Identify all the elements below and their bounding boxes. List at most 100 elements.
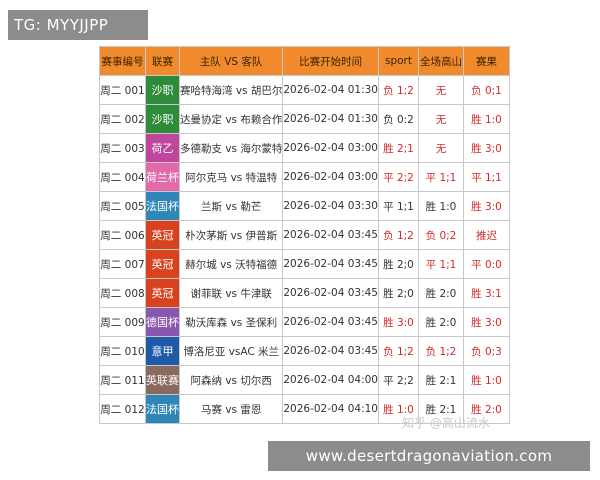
table-row: 周二 005 法国杯 兰斯 vs 勒芒 2026-02-04 03:30 平 1;1 胜 … — [99, 191, 510, 221]
final-result: 胜 3:0 — [462, 191, 510, 221]
match-teams: 阿尔克马 vs 特温特 — [178, 162, 284, 192]
match-number: 周二 001 — [99, 75, 146, 105]
league-badge: 英冠 — [145, 249, 180, 279]
col-header-result: 赛果 — [462, 46, 510, 76]
kickoff-time: 2026-02-04 04:10 — [282, 394, 379, 424]
handicap-result: 胜 2:1 — [417, 365, 464, 395]
table-row: 周二 003 荷乙 多德勒支 vs 海尔蒙特 2026-02-04 03:00 胜 2;… — [99, 133, 510, 163]
sport-score: 负 1;2 — [377, 220, 419, 250]
watermark: 知乎 @高山流水 — [402, 416, 490, 430]
handicap-result: 胜 1:0 — [417, 191, 464, 221]
handicap-result: 平 1;1 — [417, 249, 464, 279]
match-teams: 赛哈特海湾 vs 胡巴尔 — [178, 75, 284, 105]
match-number: 周二 006 — [99, 220, 146, 250]
match-teams: 兰斯 vs 勒芒 — [178, 191, 284, 221]
final-result: 平 0:0 — [462, 249, 510, 279]
match-number: 周二 011 — [99, 365, 146, 395]
sport-score: 负 1;2 — [377, 336, 419, 366]
sport-score: 平 1;1 — [377, 191, 419, 221]
col-header-handicap: 全场高山 — [417, 46, 464, 76]
match-number: 周二 007 — [99, 249, 146, 279]
sport-score: 胜 2;1 — [377, 133, 419, 163]
kickoff-time: 2026-02-04 03:45 — [282, 336, 379, 366]
final-result: 负 0;1 — [462, 75, 510, 105]
match-teams: 多德勒支 vs 海尔蒙特 — [178, 133, 284, 163]
league-badge: 意甲 — [145, 336, 180, 366]
handicap-result: 平 1;1 — [417, 162, 464, 192]
table-row: 周二 012 法国杯 马赛 vs 雷恩 2026-02-04 04:10 胜 1:0 胜 … — [99, 394, 510, 424]
handicap-result: 胜 2:0 — [417, 278, 464, 308]
match-teams: 朴次茅斯 vs 伊普斯 — [178, 220, 284, 250]
table-row: 周二 009 德国杯 勒沃库森 vs 圣保利 2026-02-04 03:45 胜 3:… — [99, 307, 510, 337]
kickoff-time: 2026-02-04 01:30 — [282, 75, 379, 105]
sport-score: 负 0:2 — [377, 104, 419, 134]
kickoff-time: 2026-02-04 03:00 — [282, 133, 379, 163]
table-row: 周二 004 荷兰杯 阿尔克马 vs 特温特 2026-02-04 03:00 平 2;… — [99, 162, 510, 192]
league-badge: 荷乙 — [145, 133, 180, 163]
handicap-result: 胜 2:0 — [417, 307, 464, 337]
kickoff-time: 2026-02-04 03:00 — [282, 162, 379, 192]
col-header-league: 联赛 — [145, 46, 180, 76]
sport-score: 胜 2;0 — [377, 249, 419, 279]
league-badge: 英联赛 — [145, 365, 180, 395]
col-header-num: 赛事编号 — [99, 46, 146, 76]
match-number: 周二 010 — [99, 336, 146, 366]
final-result: 负 0;3 — [462, 336, 510, 366]
match-number: 周二 003 — [99, 133, 146, 163]
table-row: 周二 010 意甲 博洛尼亚 vsAC 米兰 2026-02-04 03:45 负 1;… — [99, 336, 510, 366]
league-badge: 英冠 — [145, 278, 180, 308]
kickoff-time: 2026-02-04 03:45 — [282, 278, 379, 308]
col-header-teams: 主队 VS 客队 — [178, 46, 284, 76]
website-url: www.desertdragonaviation.com — [268, 441, 590, 471]
table-row: 周二 001 沙职 赛哈特海湾 vs 胡巴尔 2026-02-04 01:30 负 1;… — [99, 75, 510, 105]
kickoff-time: 2026-02-04 04:00 — [282, 365, 379, 395]
match-teams: 马赛 vs 雷恩 — [178, 394, 284, 424]
handicap-result: 负 0;2 — [417, 220, 464, 250]
match-number: 周二 002 — [99, 104, 146, 134]
table-row: 周二 007 英冠 赫尔城 vs 沃特福德 2026-02-04 03:45 胜 2;0… — [99, 249, 510, 279]
handicap-result: 无 — [417, 133, 464, 163]
table-row: 周二 006 英冠 朴次茅斯 vs 伊普斯 2026-02-04 03:45 负 1;2… — [99, 220, 510, 250]
table-row: 周二 002 沙职 达曼协定 vs 布赖合作 2026-02-04 01:30 负 0:… — [99, 104, 510, 134]
final-result: 平 1;1 — [462, 162, 510, 192]
kickoff-time: 2026-02-04 03:30 — [282, 191, 379, 221]
col-header-time: 比赛开始时间 — [282, 46, 379, 76]
match-teams: 勒沃库森 vs 圣保利 — [178, 307, 284, 337]
match-number: 周二 012 — [99, 394, 146, 424]
final-result: 胜 1:0 — [462, 365, 510, 395]
match-schedule-table: 赛事编号 联赛 主队 VS 客队 比赛开始时间 sport 全场高山 赛果 周二… — [99, 46, 510, 424]
league-badge: 法国杯 — [145, 394, 180, 424]
final-result: 胜 1:0 — [462, 104, 510, 134]
match-number: 周二 009 — [99, 307, 146, 337]
league-badge: 沙职 — [145, 75, 180, 105]
sport-score: 平 2;2 — [377, 162, 419, 192]
league-badge: 英冠 — [145, 220, 180, 250]
match-teams: 阿森纳 vs 切尔西 — [178, 365, 284, 395]
kickoff-time: 2026-02-04 03:45 — [282, 307, 379, 337]
sport-score: 胜 1:0 — [377, 394, 419, 424]
header-row: 赛事编号 联赛 主队 VS 客队 比赛开始时间 sport 全场高山 赛果 — [99, 46, 510, 76]
league-badge: 法国杯 — [145, 191, 180, 221]
sport-score: 胜 2;0 — [377, 278, 419, 308]
final-result: 胜 3:1 — [462, 278, 510, 308]
kickoff-time: 2026-02-04 03:45 — [282, 220, 379, 250]
league-badge: 荷兰杯 — [145, 162, 180, 192]
league-badge: 沙职 — [145, 104, 180, 134]
kickoff-time: 2026-02-04 01:30 — [282, 104, 379, 134]
table-row: 周二 011 英联赛 阿森纳 vs 切尔西 2026-02-04 04:00 平 2;2… — [99, 365, 510, 395]
sport-score: 平 2;2 — [377, 365, 419, 395]
match-teams: 达曼协定 vs 布赖合作 — [178, 104, 284, 134]
match-teams: 谢菲联 vs 牛津联 — [178, 278, 284, 308]
final-result: 胜 3:0 — [462, 307, 510, 337]
final-result: 推迟 — [462, 220, 510, 250]
final-result: 胜 2:0 — [462, 394, 510, 424]
sport-score: 负 1;2 — [377, 75, 419, 105]
match-number: 周二 008 — [99, 278, 146, 308]
final-result: 胜 3;0 — [462, 133, 510, 163]
table-row: 周二 008 英冠 谢菲联 vs 牛津联 2026-02-04 03:45 胜 2;0 胜… — [99, 278, 510, 308]
col-header-sport: sport — [377, 46, 419, 76]
match-number: 周二 004 — [99, 162, 146, 192]
telegram-tag: TG: MYYJJPP — [8, 10, 148, 40]
handicap-result: 无 — [417, 104, 464, 134]
sport-score: 胜 3:0 — [377, 307, 419, 337]
